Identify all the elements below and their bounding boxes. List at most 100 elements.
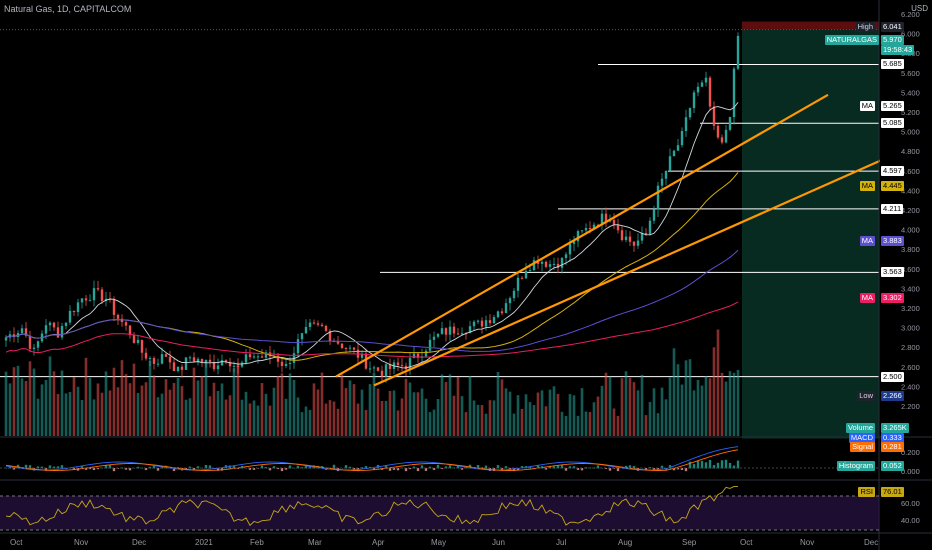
volume-bar [604, 372, 608, 436]
macd-hist-bar [248, 468, 252, 470]
volume-bar [628, 377, 632, 436]
candle-body [156, 363, 160, 365]
volume-bar [4, 371, 8, 436]
candle-body [704, 77, 708, 83]
candle-body [192, 357, 196, 362]
macd-hist-bar [56, 466, 60, 469]
macd-hist-bar [404, 468, 408, 472]
level-tag-5.685: 5.685 [881, 59, 904, 70]
volume-bar [132, 363, 136, 436]
volume-bar [648, 402, 652, 436]
macd-hist-bar [412, 466, 416, 469]
candle-body [344, 347, 348, 349]
volume-bar [12, 367, 16, 436]
candle-body [456, 333, 460, 335]
x-tick-label: Aug [618, 538, 632, 547]
candle-body [504, 303, 508, 314]
ma-tag-label: MA [859, 180, 875, 191]
candle-body [152, 358, 156, 364]
macd-hist-bar [332, 464, 336, 469]
volume-bar [364, 410, 368, 436]
candle-body [596, 224, 600, 226]
macd-hist-bar [628, 465, 632, 469]
volume-bar [48, 356, 52, 436]
rsi-label: RSI [858, 487, 875, 497]
macd-hist-bar [436, 464, 440, 469]
candle-body [252, 356, 256, 358]
candle-body [564, 254, 568, 258]
candle-body [648, 220, 652, 235]
candle-body [396, 362, 400, 366]
macd-hist-bar [84, 468, 88, 470]
volume-bar [84, 357, 88, 436]
candle-body [468, 326, 472, 334]
macd-hist-bar [720, 460, 724, 469]
macd-hist-bar [112, 468, 116, 472]
macd-hist-bar [160, 466, 164, 469]
volume-bar [720, 372, 724, 436]
candle-body [508, 298, 512, 304]
volume-bar [284, 398, 288, 436]
candle-body [336, 341, 340, 344]
x-tick-label: Oct [740, 538, 753, 547]
candle-body [540, 261, 544, 264]
volume-bar [664, 399, 668, 436]
macd-hist-bar [504, 466, 508, 469]
volume-bar [464, 412, 468, 436]
volume-bar [448, 374, 452, 436]
candle-body [128, 325, 132, 336]
macd-hist-bar [544, 468, 548, 470]
volume-bar [32, 368, 36, 436]
ma-purple-line [5, 249, 739, 352]
candle-body [688, 108, 692, 118]
volume-bar [392, 390, 396, 436]
candle-body [120, 318, 124, 323]
candle-body [132, 335, 136, 343]
volume-bar [292, 379, 296, 436]
macd-hist-bar [584, 467, 588, 469]
volume-bar [88, 377, 92, 436]
high-value: 6.041 [881, 21, 904, 32]
macd-hist-bar [92, 468, 96, 471]
volume-bar [64, 393, 68, 436]
macd-tick: 0.200 [901, 448, 920, 457]
macd-hist-bar [400, 467, 404, 469]
low-value: 2.266 [881, 390, 904, 401]
x-tick-label: Feb [250, 538, 264, 547]
macd-hist-bar [652, 468, 656, 471]
volume-bar [68, 391, 72, 436]
volume-bar [144, 382, 148, 436]
volume-bar [516, 395, 520, 436]
volume-bar [152, 375, 156, 436]
candle-body [672, 150, 676, 157]
volume-bar [224, 399, 228, 436]
volume-bar [192, 367, 196, 436]
candle-body [188, 357, 192, 359]
volume-bar [228, 395, 232, 436]
volume-bar [40, 384, 44, 436]
macd-hist-bar [580, 468, 584, 471]
candle-body [532, 260, 536, 271]
macd-tick: 0.000 [901, 467, 920, 476]
candle-body [276, 355, 280, 362]
macd-hist-bar [440, 468, 444, 469]
ma-tag-value: 5.265 [881, 100, 904, 111]
y-tick-label: 3.600 [901, 265, 920, 274]
volume-bar [56, 394, 60, 436]
macd-hist-bar [480, 467, 484, 469]
macd-hist-bar [12, 468, 16, 470]
volume-bar [420, 388, 424, 436]
y-tick-label: 2.600 [901, 363, 920, 372]
candle-body [364, 353, 368, 369]
candle-body [52, 322, 56, 328]
candle-body [652, 209, 656, 221]
macd-hist-bar [568, 466, 572, 469]
macd-hist-bar [308, 465, 312, 469]
candle-body [684, 117, 688, 132]
volume-bar [128, 383, 132, 436]
volume-bar [52, 371, 56, 436]
x-tick-label: Nov [74, 538, 88, 547]
candle-body [256, 356, 260, 358]
macd-hist-bar [552, 466, 556, 469]
